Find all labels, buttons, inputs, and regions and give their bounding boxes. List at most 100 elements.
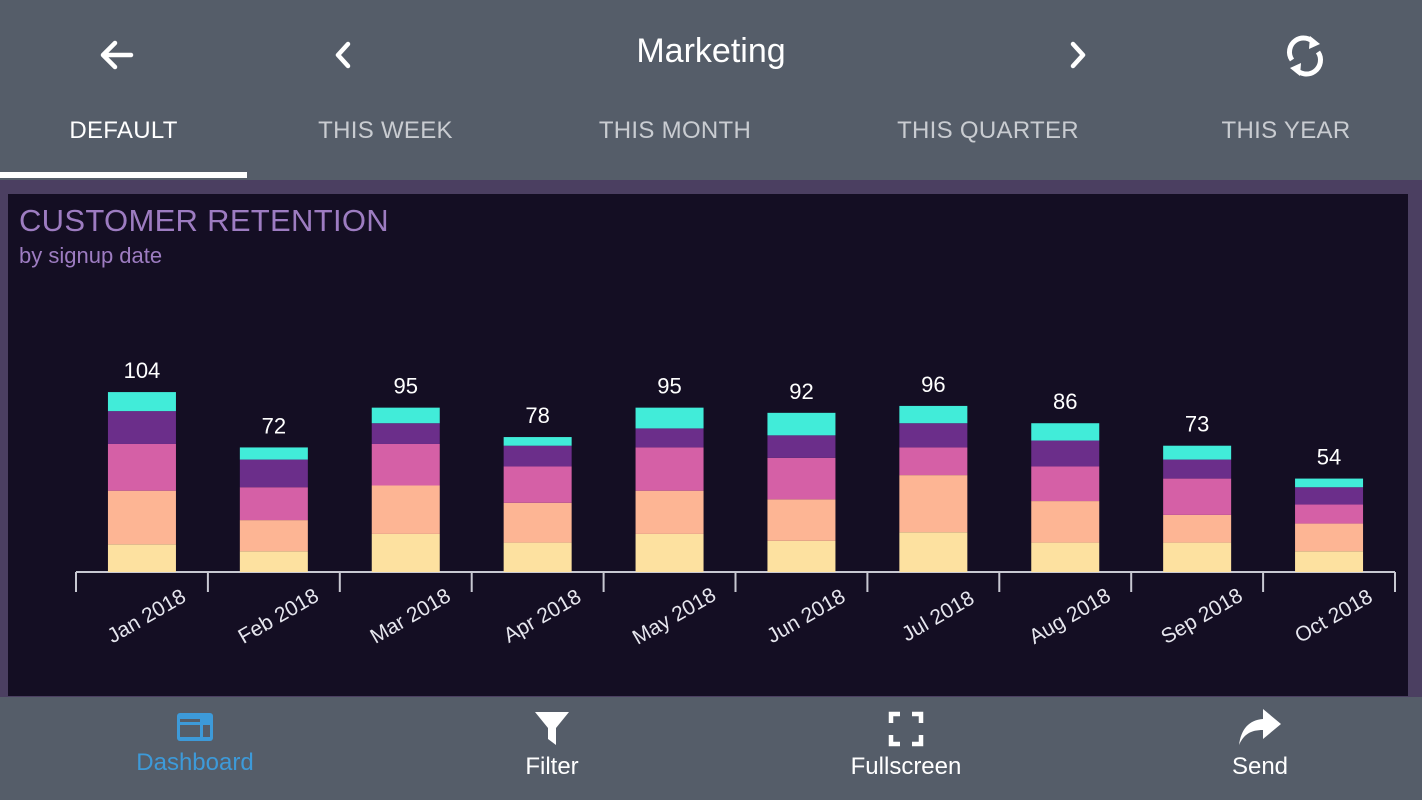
- active-tab-indicator: [0, 172, 247, 178]
- bar-segment: [239, 447, 308, 460]
- bar-segment: [899, 405, 968, 424]
- share-arrow-icon: [1239, 709, 1281, 745]
- bar-total-label: 92: [789, 379, 813, 404]
- bar-segment: [239, 487, 308, 521]
- bar-total-label: 95: [394, 374, 418, 399]
- bar-segment: [1031, 423, 1100, 441]
- bar-segment: [107, 392, 176, 412]
- previous-button[interactable]: [323, 33, 363, 77]
- bar-segment: [503, 502, 572, 543]
- bar-segment: [767, 412, 836, 436]
- bar-total-label: 96: [921, 372, 945, 397]
- bar-segment: [503, 466, 572, 503]
- nav-send-label: Send: [1231, 753, 1289, 780]
- bar-total-label: 95: [657, 374, 681, 399]
- bar-segment: [1031, 440, 1100, 467]
- bar-segment: [239, 459, 308, 488]
- bar-segment: [635, 407, 704, 429]
- nav-dashboard[interactable]: Dashboard: [115, 709, 275, 777]
- bar-segment: [371, 423, 440, 444]
- bar-segment: [767, 435, 836, 458]
- bar-segment: [371, 443, 440, 486]
- bar-segment: [1295, 551, 1364, 572]
- bottom-navigation: Dashboard Filter Fullscreen Send: [0, 697, 1422, 800]
- bar-segment: [767, 540, 836, 572]
- page-title: Marketing: [636, 32, 786, 70]
- bar-segment: [1163, 514, 1232, 543]
- bar-segment: [1163, 445, 1232, 460]
- x-tick-label: May 2018: [629, 583, 720, 649]
- bar-segment: [239, 551, 308, 572]
- x-tick-label: Jul 2018: [898, 587, 978, 647]
- tab-this-week[interactable]: THIS WEEK: [318, 117, 453, 144]
- x-tick-label: Jan 2018: [104, 585, 190, 648]
- bar-segment: [635, 490, 704, 534]
- nav-filter-label: Filter: [525, 753, 579, 780]
- x-tick-label: Apr 2018: [500, 585, 585, 648]
- x-tick-label: Oct 2018: [1291, 585, 1376, 648]
- nav-fullscreen[interactable]: Fullscreen: [826, 709, 986, 781]
- bar-segment: [503, 437, 572, 446]
- bar-segment: [1163, 478, 1232, 515]
- bar-segment: [107, 490, 176, 545]
- bar-segment: [107, 544, 176, 572]
- bar-segment: [107, 443, 176, 491]
- bar-segment: [1163, 542, 1232, 572]
- next-button[interactable]: [1058, 33, 1098, 77]
- dashboard-icon: [177, 713, 213, 741]
- bar-segment: [899, 447, 968, 476]
- tab-this-year[interactable]: THIS YEAR: [1221, 117, 1351, 144]
- back-button[interactable]: [92, 30, 142, 80]
- x-tick-label: Feb 2018: [234, 584, 322, 648]
- bar-total-label: 78: [525, 403, 549, 428]
- bar-total-label: 86: [1053, 389, 1077, 414]
- bar-segment: [1163, 459, 1232, 479]
- bar-segment: [635, 428, 704, 448]
- chart-title: CUSTOMER RETENTION: [19, 203, 389, 238]
- bar-segment: [1031, 501, 1100, 543]
- bar-total-label: 54: [1317, 445, 1341, 470]
- bar-segment: [1031, 542, 1100, 572]
- nav-filter[interactable]: Filter: [472, 709, 632, 781]
- bar-segment: [371, 485, 440, 534]
- bar-segment: [503, 542, 572, 572]
- chart-panel: [8, 194, 1408, 696]
- chevron-right-icon: [1070, 41, 1086, 69]
- bar-segment: [1295, 487, 1364, 505]
- bar-total-label: 72: [262, 413, 286, 438]
- refresh-icon: [1287, 35, 1323, 77]
- tab-this-quarter[interactable]: THIS QUARTER: [897, 117, 1079, 144]
- filter-icon: [535, 712, 569, 745]
- bar-segment: [767, 457, 836, 500]
- x-tick-label: Jun 2018: [763, 585, 849, 648]
- nav-fullscreen-label: Fullscreen: [850, 753, 962, 780]
- bar-segment: [1031, 466, 1100, 502]
- bar-segment: [1295, 504, 1364, 524]
- bar-total-label: 73: [1185, 412, 1209, 437]
- nav-send[interactable]: Send: [1180, 707, 1340, 781]
- bar-segment: [899, 423, 968, 448]
- x-tick-label: Aug 2018: [1025, 584, 1114, 649]
- bar-segment: [107, 411, 176, 444]
- arrow-left-icon: [100, 40, 134, 70]
- fullscreen-icon: [888, 711, 924, 747]
- bar-segment: [767, 499, 836, 541]
- tab-default[interactable]: DEFAULT: [69, 117, 178, 144]
- tab-this-month[interactable]: THIS MONTH: [598, 117, 752, 144]
- bar-segment: [635, 447, 704, 491]
- refresh-button[interactable]: [1280, 30, 1330, 82]
- bar-segment: [1295, 523, 1364, 552]
- bar-segment: [1295, 478, 1364, 488]
- bar-segment: [635, 533, 704, 572]
- top-app-bar: Marketing DEFAULT THIS WEEK THIS MONTH T…: [0, 0, 1422, 180]
- bar-segment: [371, 407, 440, 424]
- bar-segment: [899, 475, 968, 533]
- x-tick-label: Mar 2018: [366, 584, 454, 648]
- chevron-left-icon: [335, 41, 351, 69]
- bar-segment: [239, 520, 308, 552]
- bar-total-label: 104: [124, 358, 161, 383]
- chart-subtitle: by signup date: [19, 243, 163, 268]
- nav-dashboard-label: Dashboard: [136, 749, 254, 776]
- bar-segment: [371, 533, 440, 572]
